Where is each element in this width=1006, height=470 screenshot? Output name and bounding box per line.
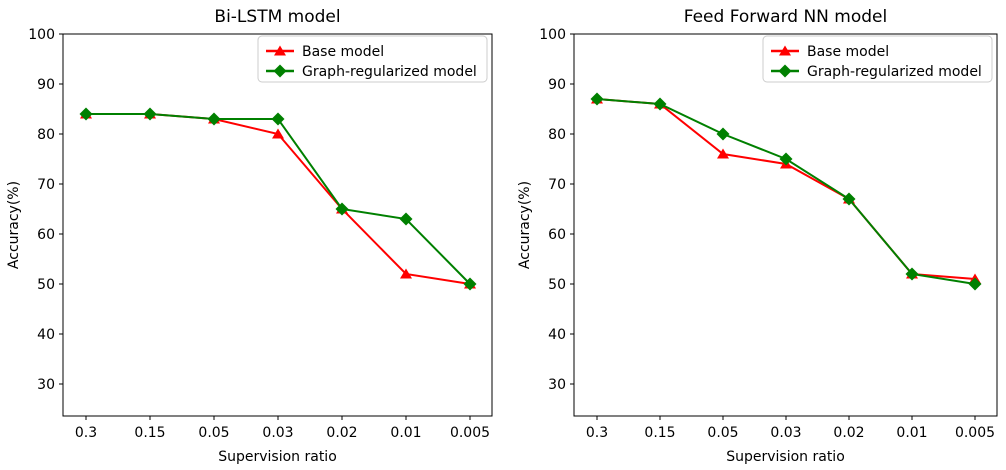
x-tick-label: 0.01 — [896, 425, 927, 441]
axes-frame — [573, 33, 998, 417]
graph-regularized-model-marker — [143, 107, 157, 121]
legend-graph-regularized-model-marker — [778, 64, 792, 78]
y-tick-label: 40 — [37, 327, 55, 343]
y-tick-label: 100 — [539, 27, 566, 43]
x-tick-label: 0.005 — [450, 425, 490, 441]
y-tick-label: 60 — [37, 227, 55, 243]
base-model-marker — [717, 148, 729, 159]
x-tick-label: 0.02 — [326, 425, 357, 441]
x-tick-label: 0.15 — [134, 425, 165, 441]
y-tick-label: 30 — [548, 377, 566, 393]
legend: Base model Graph-regularized model — [762, 35, 993, 83]
legend-label: Base model — [302, 44, 384, 60]
y-tick-label: 90 — [37, 77, 55, 93]
x-axis-label: Supervision ratio — [218, 449, 337, 465]
legend-base-model-marker — [779, 45, 791, 56]
x-tick-label: 0.3 — [586, 425, 608, 441]
legend-base-model-marker — [274, 45, 286, 56]
legend-box — [257, 35, 488, 83]
y-tick-label: 50 — [37, 277, 55, 293]
y-axis-label: Accuracy(%) — [6, 181, 22, 269]
graph-regularized-model-line — [86, 113, 471, 285]
bi-lstm-model-chart: 30 40 50 60 70 80 90 100 0.3 0.15 0.05 0.03 0.02 0.01… — [6, 7, 493, 465]
graph-regularized-model-marker — [905, 267, 919, 281]
base-model-marker — [272, 128, 284, 139]
legend-label: Graph-regularized model — [807, 64, 982, 80]
graph-regularized-model-line — [596, 98, 976, 285]
y-tick-label: 70 — [548, 177, 566, 193]
graph-regularized-model-marker — [79, 107, 93, 121]
graph-regularized-model-marker — [335, 202, 349, 216]
graph-regularized-model-marker — [207, 112, 221, 126]
x-axis-label: Supervision ratio — [726, 449, 845, 465]
chart-title: Feed Forward NN model — [684, 7, 888, 27]
y-tick-label: 40 — [548, 327, 566, 343]
graph-regularized-model-marker — [716, 127, 730, 141]
x-tick-label: 0.03 — [262, 425, 293, 441]
y-axis-label: Accuracy(%) — [517, 181, 533, 269]
x-tick-label: 0.05 — [707, 425, 738, 441]
legend-label: Graph-regularized model — [302, 64, 477, 80]
graph-regularized-model-marker — [463, 277, 477, 291]
graph-regularized-model-marker — [653, 97, 667, 111]
y-tick-label: 80 — [548, 127, 566, 143]
y-tick-label: 90 — [548, 77, 566, 93]
x-tick-label: 0.05 — [198, 425, 229, 441]
axes-frame — [62, 33, 493, 417]
base-model-line — [596, 98, 976, 280]
legend-graph-regularized-model-marker — [273, 64, 287, 78]
y-tick-label: 30 — [37, 377, 55, 393]
graph-regularized-model-marker — [842, 192, 856, 206]
y-tick-label: 50 — [548, 277, 566, 293]
graph-regularized-model-marker — [271, 112, 285, 126]
feed-forward-nn-model-chart: 30 40 50 60 70 80 90 100 0.3 0.15 0.05 0.03 0.02 0.01… — [517, 7, 998, 465]
base-model-line — [86, 113, 471, 285]
x-tick-label: 0.005 — [955, 425, 995, 441]
x-tick-label: 0.01 — [390, 425, 421, 441]
x-tick-label: 0.3 — [75, 425, 97, 441]
y-tick-label: 80 — [37, 127, 55, 143]
legend-label: Base model — [807, 44, 889, 60]
chart-title: Bi-LSTM model — [214, 7, 340, 27]
y-tick-label: 100 — [28, 27, 55, 43]
y-tick-label: 60 — [548, 227, 566, 243]
graph-regularized-model-marker — [968, 277, 982, 291]
graph-regularized-model-marker — [779, 152, 793, 166]
graph-regularized-model-marker — [590, 92, 604, 106]
y-tick-label: 70 — [37, 177, 55, 193]
x-tick-label: 0.15 — [644, 425, 675, 441]
legend: Base model Graph-regularized model — [257, 35, 488, 83]
x-tick-label: 0.03 — [770, 425, 801, 441]
legend-box — [762, 35, 993, 83]
x-tick-label: 0.02 — [833, 425, 864, 441]
base-model-marker — [400, 268, 412, 279]
graph-regularized-model-marker — [399, 212, 413, 226]
